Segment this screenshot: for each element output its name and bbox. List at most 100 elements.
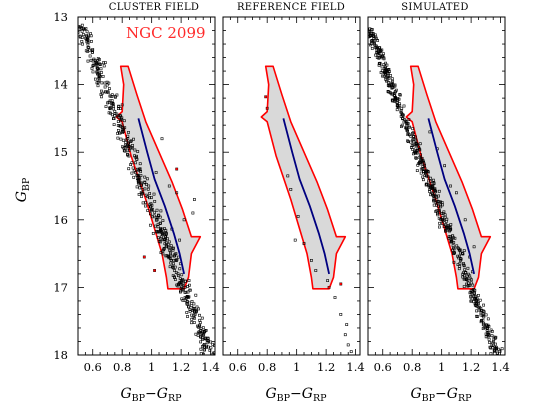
star-point xyxy=(135,174,139,177)
star-point xyxy=(103,61,107,65)
star-point xyxy=(414,157,418,160)
plot-frame xyxy=(222,16,361,356)
star-point xyxy=(187,305,191,309)
star-point xyxy=(169,261,173,265)
star-point xyxy=(107,100,111,104)
star-point xyxy=(380,56,384,60)
star-point xyxy=(442,225,446,229)
star-point xyxy=(152,192,156,196)
star-point xyxy=(372,35,376,39)
star-point xyxy=(365,31,367,33)
star-point xyxy=(469,281,473,285)
star-point xyxy=(437,194,441,198)
star-point xyxy=(140,195,143,198)
star-point xyxy=(405,122,409,126)
star-point xyxy=(476,293,480,297)
star-point xyxy=(378,61,382,65)
star-point xyxy=(182,288,185,292)
star-point xyxy=(146,209,150,212)
star-point xyxy=(492,337,496,341)
star-point xyxy=(146,177,149,181)
star-point xyxy=(197,325,201,329)
star-point xyxy=(349,350,353,354)
star-point xyxy=(145,183,149,186)
star-point xyxy=(462,249,466,253)
star-point xyxy=(476,315,479,319)
star-point xyxy=(409,134,413,138)
star-point xyxy=(143,187,147,191)
star-point xyxy=(203,329,207,333)
star-point xyxy=(91,49,94,53)
star-point xyxy=(424,169,428,173)
star-point xyxy=(163,234,167,238)
star-point xyxy=(417,161,421,165)
star-point xyxy=(190,313,193,317)
star-point xyxy=(402,120,406,124)
star-point xyxy=(112,117,116,121)
star-point xyxy=(464,270,468,274)
y-tick-label: 17 xyxy=(53,280,68,294)
x-tick-label: 0.8 xyxy=(258,360,276,374)
star-point xyxy=(127,167,131,171)
star-point xyxy=(411,131,415,135)
star-point xyxy=(161,232,165,236)
star-point xyxy=(192,321,196,324)
star-point xyxy=(479,320,483,324)
star-point xyxy=(127,131,130,134)
star-point xyxy=(90,50,94,54)
star-point xyxy=(434,190,438,194)
star-point xyxy=(445,217,449,221)
star-point xyxy=(78,35,82,39)
star-point xyxy=(110,93,114,97)
x-tick-label: 1.4 xyxy=(201,360,219,374)
star-point xyxy=(396,106,400,109)
star-point xyxy=(126,134,130,138)
star-point xyxy=(456,263,460,267)
star-point xyxy=(143,175,147,179)
panel-cluster-field: CLUSTER FIELD NGC 2099 xyxy=(77,2,216,356)
star-point xyxy=(156,215,159,219)
star-point xyxy=(113,112,117,115)
star-point xyxy=(437,225,441,229)
star-point xyxy=(374,53,378,57)
star-point xyxy=(314,269,318,272)
star-point xyxy=(138,186,142,190)
star-point xyxy=(395,108,399,112)
star-point xyxy=(407,125,411,129)
star-point xyxy=(458,254,462,258)
star-point xyxy=(149,223,152,227)
star-point xyxy=(133,154,136,158)
star-point xyxy=(293,238,297,242)
star-point xyxy=(159,209,163,213)
star-point xyxy=(421,175,425,179)
star-point xyxy=(440,218,444,222)
star-point xyxy=(146,187,150,191)
star-point xyxy=(86,42,90,46)
star-point xyxy=(479,311,483,315)
star-point xyxy=(203,336,207,340)
star-point xyxy=(393,90,397,94)
x-tick-label: 0.6 xyxy=(229,360,247,374)
star-point xyxy=(377,55,381,59)
star-point xyxy=(475,309,479,313)
star-point xyxy=(178,238,182,242)
star-point xyxy=(144,204,147,208)
star-point xyxy=(469,299,473,303)
star-point xyxy=(188,309,192,313)
star-point xyxy=(384,70,388,73)
x-tick-label: 1.4 xyxy=(491,360,509,374)
star-point xyxy=(199,335,203,339)
star-point xyxy=(387,81,391,84)
star-point xyxy=(459,257,463,261)
star-point xyxy=(452,260,456,264)
star-point xyxy=(457,247,461,251)
star-point xyxy=(417,145,421,149)
star-point xyxy=(199,327,203,330)
star-point xyxy=(118,124,122,128)
star-point xyxy=(448,235,452,239)
ridge-line xyxy=(137,118,185,275)
red-star-point xyxy=(265,106,269,110)
star-point xyxy=(122,138,125,142)
star-point xyxy=(104,105,108,109)
star-point xyxy=(374,37,378,41)
